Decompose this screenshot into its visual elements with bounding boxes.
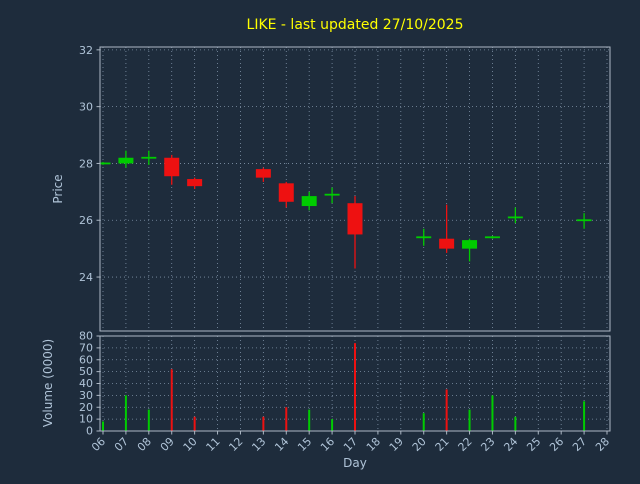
price-panel-frame [99, 46, 611, 332]
volume-axis-label: Volume (0000) [41, 339, 55, 427]
candle-20 [416, 228, 432, 246]
candle-13 [255, 167, 271, 182]
candles [100, 150, 592, 269]
svg-text:0: 0 [86, 425, 93, 438]
svg-text:70: 70 [79, 341, 93, 354]
candle-15 [301, 191, 317, 211]
svg-text:20: 20 [79, 401, 93, 414]
svg-text:32: 32 [79, 44, 93, 57]
candle-23 [484, 235, 500, 239]
svg-text:10: 10 [79, 413, 93, 426]
candle-27 [576, 213, 592, 229]
candle-09 [164, 154, 180, 185]
candle-22 [462, 238, 478, 262]
svg-text:30: 30 [79, 389, 93, 402]
x-axis-label: Day [343, 456, 367, 470]
candle-24 [507, 207, 523, 224]
svg-text:60: 60 [79, 353, 93, 366]
svg-text:50: 50 [79, 365, 93, 378]
candle-06 [100, 162, 111, 165]
candle-10 [187, 177, 203, 189]
svg-text:28: 28 [79, 157, 93, 170]
svg-text:30: 30 [79, 101, 93, 114]
svg-text:40: 40 [79, 377, 93, 390]
svg-text:24: 24 [79, 271, 93, 284]
svg-text:26: 26 [79, 214, 93, 227]
candle-17 [347, 196, 363, 269]
price-axis-label: Price [51, 174, 65, 203]
svg-text:80: 80 [79, 330, 93, 343]
candle-21 [439, 204, 455, 253]
candle-08 [141, 150, 157, 165]
candle-16 [324, 187, 340, 204]
candle-14 [278, 181, 294, 208]
chart-title: LIKE - last updated 27/10/2025 [247, 17, 464, 33]
volume-bars [102, 343, 586, 431]
candle-07 [118, 150, 134, 168]
